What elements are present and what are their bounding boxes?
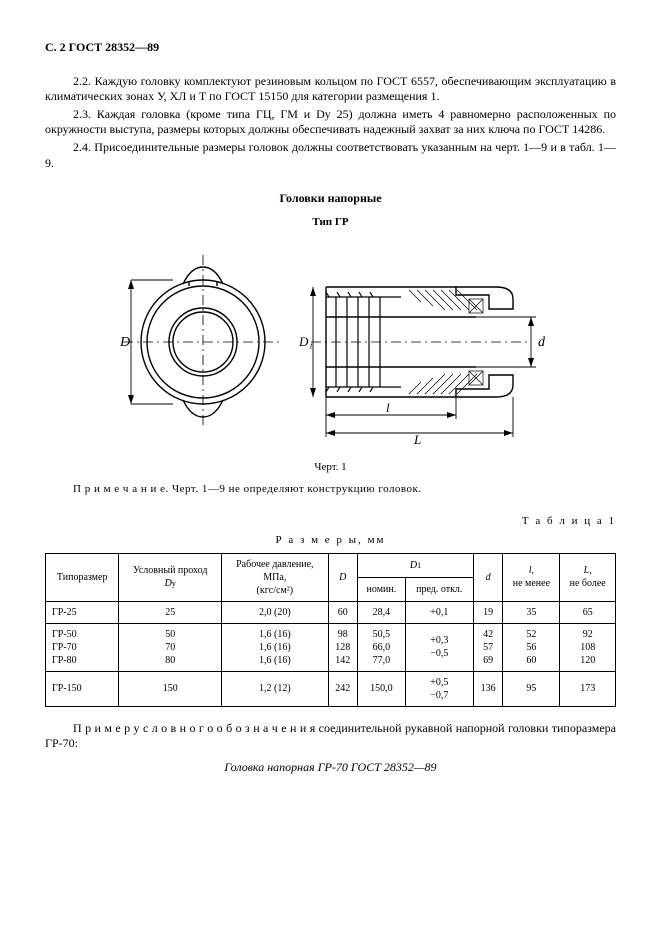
example-designation: Головка напорная ГР-70 ГОСТ 28352—89: [45, 760, 616, 776]
th-D: D: [328, 553, 358, 601]
th-D1-tol: пред. откл.: [405, 577, 473, 601]
figure-caption: Черт. 1: [45, 460, 616, 474]
th-D1-nom: номин.: [358, 577, 406, 601]
table-row: ГР-25 25 2,0 (20) 60 28,4 +0,1 19 35 65: [46, 601, 616, 623]
section-subtitle: Тип ГР: [45, 215, 616, 229]
figure-1: D: [45, 237, 616, 452]
dim-D-label: D: [119, 335, 130, 350]
table-label: Т а б л и ц а 1: [45, 514, 616, 528]
dimensions-table: Типоразмер Условный проход Dу Рабочее да…: [45, 553, 616, 707]
paragraph-2-2: 2.2. Каждую головку комплектуют резиновы…: [45, 74, 616, 105]
paragraph-2-3: 2.3. Каждая головка (кроме типа ГЦ, ГМ и…: [45, 107, 616, 138]
dim-L-label: L: [413, 432, 421, 447]
table-row: ГР-150 150 1,2 (12) 242 150,0 +0,5−0,7 1…: [46, 671, 616, 706]
th-pressure: Рабочее давление,МПа,(кгс/см²): [222, 553, 328, 601]
dim-d-label: d: [538, 335, 546, 350]
th-typoразмер: Типоразмер: [46, 553, 119, 601]
paragraph-2-4: 2.4. Присоединительные размеры головок д…: [45, 140, 616, 171]
th-dy: Условный проход Dу: [119, 553, 222, 601]
figure-note: П р и м е ч а н и е. Черт. 1—9 не опреде…: [45, 482, 616, 496]
section-title: Головки напорные: [45, 191, 616, 207]
example-intro: П р и м е р у с л о в н о г о о б о з н …: [45, 721, 616, 752]
th-d: d: [473, 553, 503, 601]
th-D1: D1: [358, 553, 474, 577]
table-row: ГР-50ГР-70ГР-80 507080 1,6 (16)1,6 (16)1…: [46, 623, 616, 671]
page-header: С. 2 ГОСТ 28352—89: [45, 40, 616, 56]
th-L: L,не более: [560, 553, 616, 601]
dim-l-label: l: [386, 400, 390, 415]
th-l: l,не менее: [503, 553, 560, 601]
dim-D1-label: D₁: [298, 334, 313, 349]
drawing-svg: D: [111, 237, 551, 447]
table-units: Р а з м е р ы, мм: [45, 533, 616, 547]
